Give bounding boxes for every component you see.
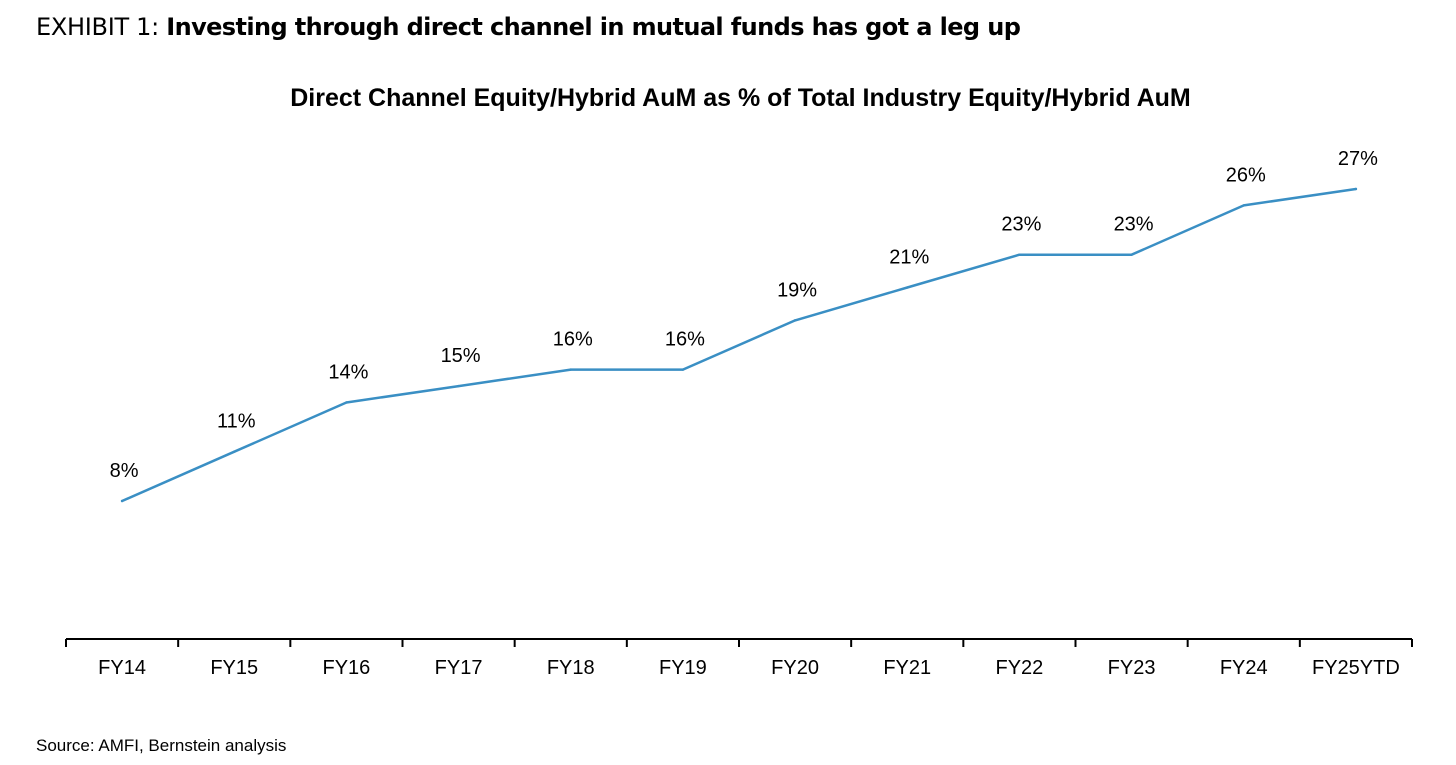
data-label-fy25ytd: 27% bbox=[1338, 148, 1378, 170]
chart-title: Direct Channel Equity/Hybrid AuM as % of… bbox=[290, 84, 1191, 112]
x-tick-label-fy21: FY21 bbox=[883, 657, 931, 679]
data-label-fy16: 14% bbox=[328, 361, 368, 383]
data-label-fy19: 16% bbox=[665, 329, 705, 351]
data-label-fy20: 19% bbox=[777, 279, 817, 301]
data-point-fy24 bbox=[1242, 204, 1245, 207]
data-label-fy17: 15% bbox=[441, 345, 481, 367]
x-tick-label-fy20: FY20 bbox=[771, 657, 819, 679]
exhibit-prefix: EXHIBIT 1: bbox=[36, 13, 159, 41]
data-point-fy20 bbox=[793, 319, 797, 322]
data-label-fy21: 21% bbox=[889, 247, 929, 269]
x-tick-label-fy17: FY17 bbox=[435, 657, 483, 679]
data-point-fy19 bbox=[681, 368, 685, 371]
exhibit-title: EXHIBIT 1: Investing through direct chan… bbox=[36, 10, 1021, 44]
series-line bbox=[120, 187, 1358, 503]
data-point-fy16 bbox=[345, 401, 348, 404]
data-label-fy14: 8% bbox=[110, 460, 139, 482]
data-label-fy24: 26% bbox=[1226, 164, 1266, 186]
x-tick-label-fy15: FY15 bbox=[210, 657, 258, 679]
data-point-fy23 bbox=[1130, 253, 1133, 256]
data-label-fy15: 11% bbox=[217, 411, 256, 433]
x-tick-label-fy24: FY24 bbox=[1220, 657, 1268, 679]
data-point-fy21 bbox=[906, 286, 909, 289]
data-label-fy22: 23% bbox=[1001, 214, 1041, 236]
x-tick-label-fy16: FY16 bbox=[323, 657, 371, 679]
source-note: Source: AMFI, Bernstein analysis bbox=[36, 736, 287, 755]
data-point-fy15 bbox=[233, 450, 236, 453]
data-point-fy17 bbox=[457, 384, 460, 388]
data-label-fy23: 23% bbox=[1114, 214, 1154, 236]
x-tick-label-fy18: FY18 bbox=[547, 657, 595, 679]
data-label-fy18: 16% bbox=[553, 329, 593, 351]
x-tick-label-fy25ytd: FY25YTD bbox=[1312, 657, 1400, 679]
data-point-fy14 bbox=[120, 499, 124, 503]
data-point-fy25ytd bbox=[1354, 187, 1358, 191]
x-tick-label-fy14: FY14 bbox=[98, 657, 146, 679]
exhibit-headline: Investing through direct channel in mutu… bbox=[166, 13, 1021, 41]
x-tick-label-fy19: FY19 bbox=[659, 657, 707, 679]
x-tick-label-fy23: FY23 bbox=[1108, 657, 1156, 679]
data-point-fy18 bbox=[569, 368, 572, 371]
x-tick-label-fy22: FY22 bbox=[996, 657, 1044, 679]
data-point-fy22 bbox=[1018, 253, 1021, 256]
